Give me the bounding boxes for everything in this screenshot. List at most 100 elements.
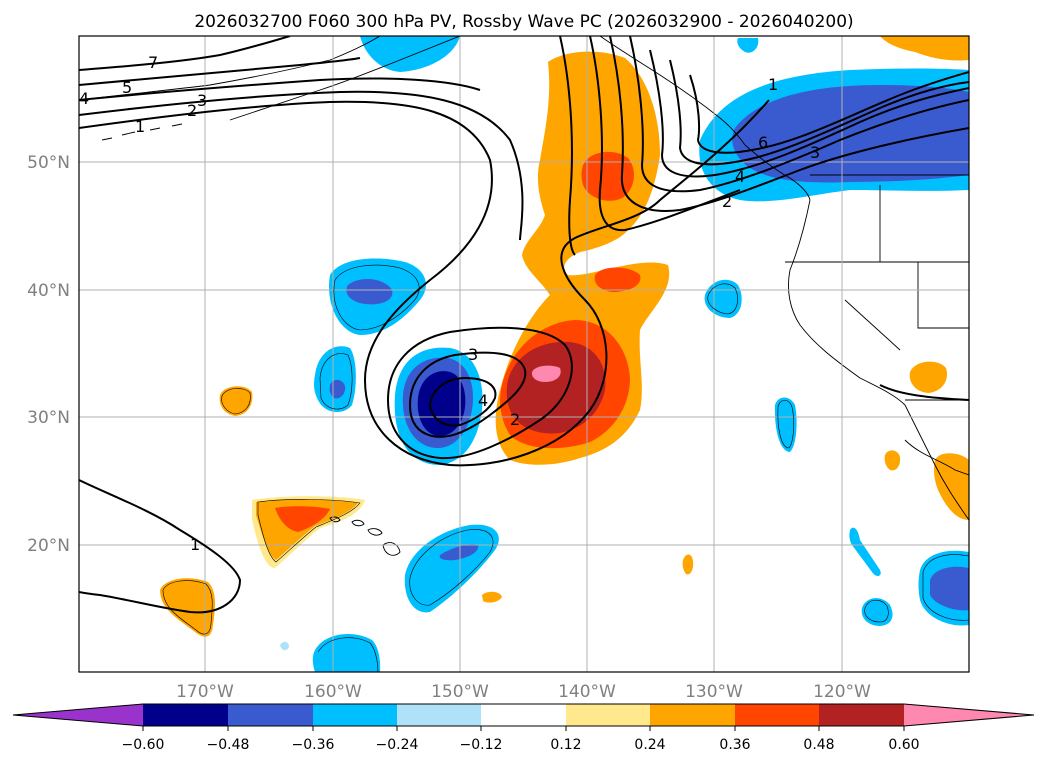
positive-anomaly-region-32n <box>219 386 253 416</box>
positive-anomaly-south-core-max <box>531 365 561 382</box>
contour-trough-7 <box>689 71 969 154</box>
hawaii-island-4 <box>382 542 401 556</box>
contour-label: 2 <box>510 410 520 429</box>
gridline-layer <box>79 36 969 672</box>
contour-center-ring-3 <box>428 376 497 427</box>
positive-anomaly-region-16n-146w <box>482 591 502 603</box>
contour-label: 3 <box>468 345 478 364</box>
positive-anomaly-region-ne-corner <box>880 36 969 61</box>
colorbar-tick-label: −0.48 <box>207 737 250 753</box>
negative-anomaly-core-40n <box>346 278 393 305</box>
positive-anomaly-fill-layer <box>160 36 969 637</box>
contour-label: 2 <box>722 192 732 211</box>
outline-15n-120w <box>864 599 889 623</box>
southeast-alaska-coast <box>599 36 746 146</box>
coastline-layer <box>79 36 969 556</box>
outline-40n <box>333 264 420 331</box>
figure-title: 2026032700 F060 300 hPa PV, Rossby Wave … <box>194 12 853 32</box>
hawaii-island-2 <box>351 519 365 527</box>
contour-nw-3 <box>79 77 481 101</box>
lat-label: 20°N <box>27 536 70 556</box>
colorbar-tick-label: −0.24 <box>376 737 419 753</box>
longitude-labels: 170°W 160°W 150°W 140°W 130°W 120°W <box>176 682 871 702</box>
lon-label: 160°W <box>304 682 362 702</box>
negative-anomaly-northedge <box>360 36 460 72</box>
us-state-border-3 <box>917 262 969 329</box>
colorbar-segment <box>566 704 650 726</box>
contour-label: 5 <box>122 78 132 97</box>
negative-anomaly-core-baja <box>930 566 969 611</box>
lat-label: 30°N <box>27 408 70 428</box>
colorbar-segment <box>650 704 735 726</box>
contour-center-ring-1 <box>386 326 573 460</box>
contour-trough-3 <box>609 36 969 212</box>
positive-anomaly-region-17n <box>160 578 216 637</box>
colorbar-tick-label: 0.36 <box>719 737 750 753</box>
negative-anomaly-region-33n <box>314 346 356 412</box>
negative-anomaly-core-pnw <box>732 85 969 183</box>
contour-label: 1 <box>768 75 778 94</box>
latitude-labels: 50°N 40°N 30°N 20°N <box>27 153 70 556</box>
lon-label: 150°W <box>431 682 489 702</box>
contour-label: 7 <box>148 53 158 72</box>
outline-17n <box>162 580 213 635</box>
hawaii-island-3 <box>367 528 383 536</box>
contour-label: 3 <box>810 143 820 162</box>
negative-anomaly-small-ne <box>737 38 759 53</box>
positive-anomaly-region-baja-pos <box>934 453 969 520</box>
outline-33n <box>319 353 353 410</box>
positive-anomaly-ridge-core-mid <box>594 267 641 292</box>
colorbar-segment <box>143 704 228 726</box>
colorbar-segment <box>735 704 819 726</box>
map-frame <box>78 35 970 673</box>
contour-32n-120w <box>879 384 969 401</box>
colorbar-under-arrow <box>13 704 143 726</box>
negative-anomaly-light-small <box>280 641 289 651</box>
outline-23n <box>257 499 361 563</box>
lat-label: 50°N <box>27 153 70 173</box>
baja-coast <box>904 404 969 521</box>
colorbar-segment <box>228 704 313 726</box>
negative-anomaly-region-30n-125w <box>774 397 797 452</box>
positive-anomaly-south-core-mid <box>506 341 606 434</box>
outline-30n-125w <box>777 399 794 449</box>
outline-38n-130w <box>707 283 738 315</box>
contour-nw-1 <box>79 99 770 467</box>
colorbar-tick-labels: −0.60 −0.48 −0.36 −0.24 −0.12 0.12 0.24 … <box>122 737 920 753</box>
colorbar-ticks <box>142 726 905 731</box>
colorbar-tick-label: 0.24 <box>634 737 665 753</box>
pv-contour-layer <box>79 36 969 614</box>
contour-label-layer: 7 5 4 3 2 1 1 6 3 4 2 3 4 2 1 <box>79 53 820 554</box>
outline-south <box>317 637 379 672</box>
positive-anomaly-region-27n-120w <box>884 450 901 471</box>
anomaly-outline-layer <box>162 264 969 672</box>
contour-trough-6 <box>669 59 969 166</box>
colorbar-segment <box>481 704 566 726</box>
colorbar-over-arrow <box>904 704 1034 726</box>
contour-nw-4 <box>79 57 361 86</box>
outline-hawaii <box>409 529 494 606</box>
contour-label: 4 <box>478 391 488 410</box>
lon-label: 140°W <box>558 682 616 702</box>
positive-anomaly-region-33n-118w <box>909 361 948 393</box>
contour-label: 1 <box>190 535 200 554</box>
contour-label: 3 <box>197 91 207 110</box>
us-state-border-4 <box>844 299 901 351</box>
colorbar-tick-label: 0.60 <box>888 737 919 753</box>
lon-label: 120°W <box>813 682 871 702</box>
positive-anomaly-region-23n-core <box>275 506 330 532</box>
positive-anomaly-region-18n-133w <box>682 554 694 575</box>
contour-nw-5 <box>79 36 291 71</box>
alaska-coast <box>79 36 381 101</box>
contour-south-1 <box>79 479 242 614</box>
outline-baja <box>922 554 969 621</box>
map-panel: 7 5 4 3 2 1 1 6 3 4 2 3 4 2 1 <box>78 35 970 673</box>
colorbar-tick-label: 0.12 <box>550 737 581 753</box>
us-west-coast <box>788 199 906 406</box>
lon-label: 130°W <box>685 682 743 702</box>
lat-label: 40°N <box>27 281 70 301</box>
contour-label: 4 <box>79 89 89 108</box>
mexico-coast <box>904 439 969 476</box>
